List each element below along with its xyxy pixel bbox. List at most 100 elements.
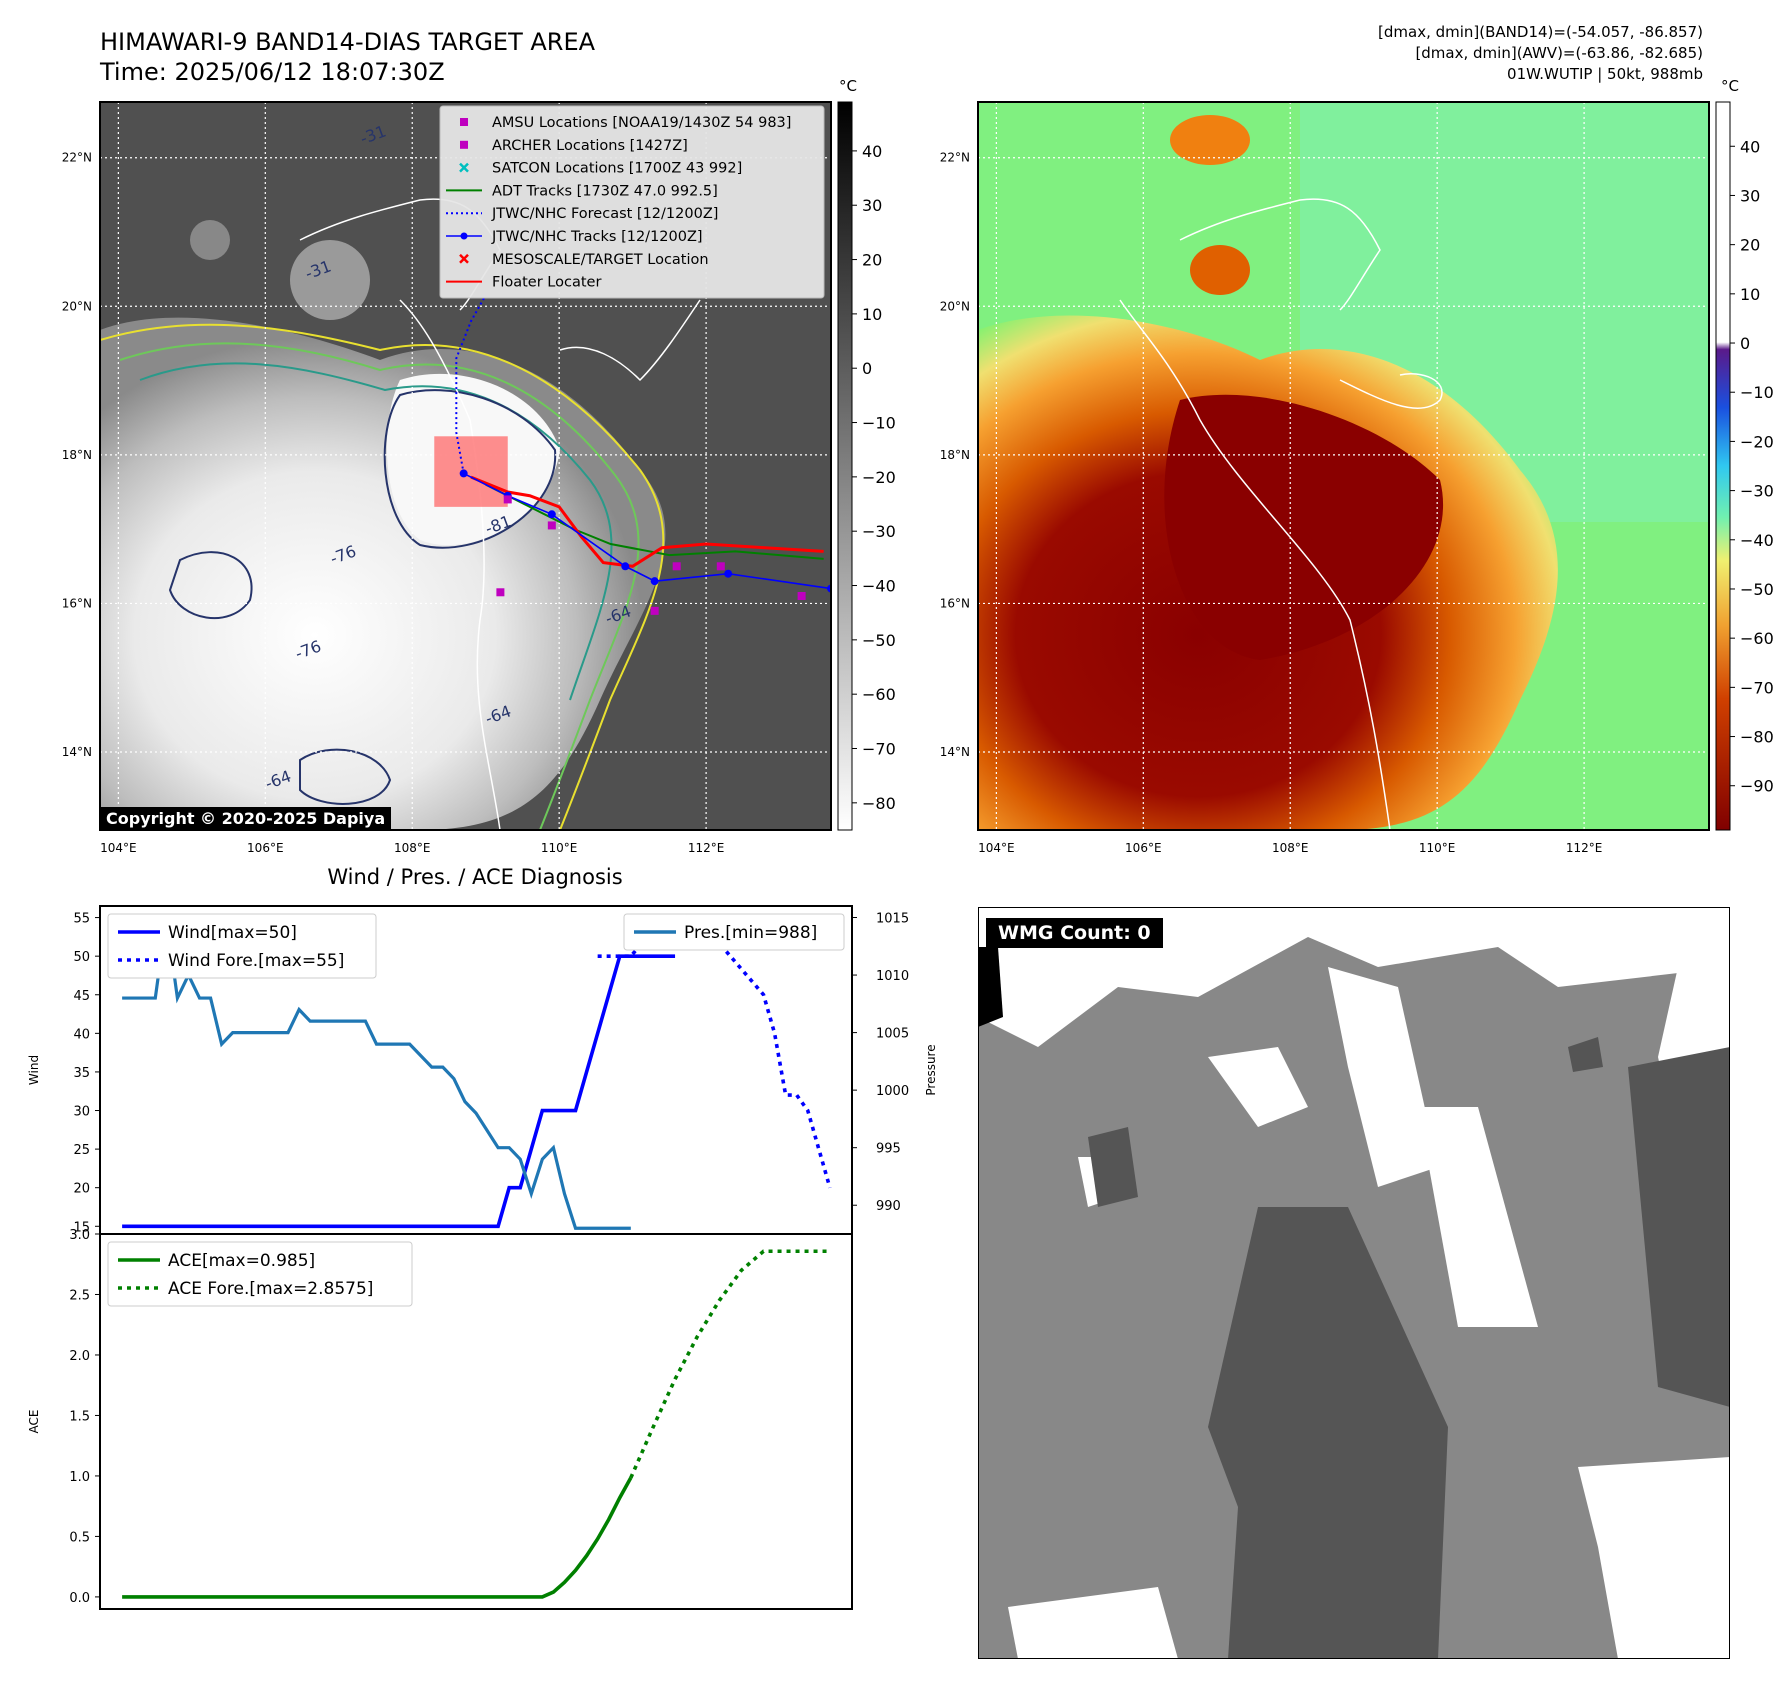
- colorbar-tick-label: −30: [1740, 482, 1774, 501]
- map-lon-tick-label: 110°E: [1419, 841, 1456, 855]
- amsu-location: [672, 562, 681, 571]
- ace-series-line-1: [629, 1249, 830, 1479]
- map-lat-tick-label: 14°N: [940, 745, 970, 759]
- pressure-ytick-label: 990: [876, 1199, 901, 1214]
- legend-label: ADT Tracks [1730Z 47.0 992.5]: [492, 183, 718, 199]
- wind-ytick-label: 20: [73, 1182, 90, 1197]
- diagnosis-chart: 15 20 25 30 35 40 45 50 55 990 995 1000 1005 1010 1015…: [27, 905, 938, 1610]
- chart-legend-label: Wind[max=50]: [168, 923, 297, 943]
- wmg-cell-region: [1208, 1207, 1448, 1659]
- map-lat-tick-label: 14°N: [62, 745, 92, 759]
- colorbar-tick-label: 0: [862, 359, 872, 378]
- legend-marker: [459, 253, 469, 264]
- map-lat-tick-label: 16°N: [62, 596, 92, 610]
- colorbar-tick-label: −80: [862, 794, 896, 813]
- chart-legend-label: ACE Fore.[max=2.8575]: [168, 1279, 373, 1299]
- storm-info-text: 01W.WUTIP | 50kt, 988mb: [1507, 65, 1703, 83]
- ace-ytick-label: 1.5: [69, 1409, 90, 1424]
- map-lon-tick-label: 104°E: [100, 841, 137, 855]
- colorbar-tick-label: 10: [1740, 285, 1760, 304]
- series-line-0: [122, 954, 676, 1229]
- ace-ytick-label: 3.0: [69, 1228, 90, 1243]
- colorbar-tick-label: −20: [1740, 432, 1774, 451]
- colorbar-tick-label: −40: [862, 577, 896, 596]
- wind-ytick-label: 40: [73, 1027, 90, 1042]
- wmg-cell-region: [1418, 1107, 1538, 1327]
- wv-colorbar-unit: °C: [1721, 77, 1739, 95]
- colorbar-tick-label: 30: [862, 196, 882, 215]
- diagnosis-title: Wind / Pres. / ACE Diagnosis: [327, 865, 623, 889]
- adt-track: [485, 483, 824, 560]
- wmg-cell-region: [1008, 1587, 1178, 1659]
- dmax-band14-text: [dmax, dmin](BAND14)=(-54.057, -86.857): [1378, 23, 1703, 41]
- legend-marker: [459, 162, 469, 173]
- colorbar-tick-label: 30: [1740, 186, 1760, 205]
- wmg-panel: [978, 907, 1730, 1659]
- wmg-cell-region: [1568, 1037, 1603, 1072]
- contour-line: [119, 342, 640, 830]
- coastline: [1119, 299, 1391, 830]
- map-lat-tick-label: 22°N: [940, 151, 970, 165]
- wind-ytick-label: 25: [73, 1143, 90, 1158]
- legend-label: Floater Locater: [492, 275, 601, 291]
- ace-ytick-label: 1.0: [69, 1470, 90, 1485]
- map-lon-tick-label: 112°E: [1566, 841, 1603, 855]
- wmg-count-badge: WMG Count: 0: [986, 918, 1163, 948]
- chart-legend-label: Pres.[min=988]: [684, 923, 817, 943]
- wmg-cell-region: [1208, 1047, 1308, 1127]
- ir-cloud-patch: [290, 240, 370, 320]
- wind-ytick-label: 35: [73, 1066, 90, 1081]
- pressure-ytick-label: 1000: [876, 1084, 909, 1099]
- legend-label: AMSU Locations [NOAA19/1430Z 54 983]: [492, 115, 791, 131]
- map-lon-tick-label: 104°E: [978, 841, 1015, 855]
- amsu-location: [547, 521, 556, 530]
- contour-line: [299, 748, 392, 805]
- legend-marker: [460, 140, 468, 149]
- map-lon-tick-label: 110°E: [541, 841, 578, 855]
- colorbar-tick-label: −70: [862, 740, 896, 759]
- wv-core: [1164, 394, 1444, 660]
- pressure-ylabel: Pressure: [924, 1044, 938, 1095]
- map-legend: AMSU Locations [NOAA19/1430Z 54 983] ARCH…: [439, 105, 825, 299]
- colorbar-tick-label: 40: [1740, 137, 1760, 156]
- ace-ytick-label: 2.0: [69, 1349, 90, 1364]
- map-lon-tick-label: 108°E: [1272, 841, 1309, 855]
- wmg-cell-region: [1628, 1047, 1730, 1407]
- colorbar-tick-label: −10: [1740, 383, 1774, 402]
- pressure-ytick-label: 1015: [876, 912, 909, 927]
- chart-legend-label: ACE[max=0.985]: [168, 1251, 315, 1271]
- wv-cloud-patch: [1170, 115, 1250, 165]
- ir-colorbar-unit: °C: [839, 77, 857, 95]
- legend-label: ARCHER Locations [1427Z]: [492, 138, 688, 154]
- jtwc-forecast-track: [455, 294, 487, 474]
- amsu-location: [716, 562, 725, 571]
- colorbar-tick-label: −50: [1740, 580, 1774, 599]
- colorbar-tick-label: −70: [1740, 678, 1774, 697]
- ir-map-panel: 104°E 106°E 108°E 110°E 112°E 22°N 20°N 18°N 16°…: [62, 77, 896, 855]
- wind-ytick-label: 45: [73, 989, 90, 1004]
- colorbar-tick-label: 0: [1740, 334, 1750, 353]
- colorbar-tick-label: −30: [862, 522, 896, 541]
- wmg-cell-region: [1578, 1457, 1730, 1659]
- legend-box: [439, 105, 825, 299]
- coastline: [1179, 198, 1381, 311]
- colorbar-tick-label: −40: [1740, 531, 1774, 550]
- colorbar-tick-label: −20: [862, 468, 896, 487]
- colorbar-tick-label: −90: [1740, 777, 1774, 796]
- colorbar-tick-label: −60: [862, 685, 896, 704]
- chart-legend-box: [623, 913, 845, 951]
- map-lon-tick-label: 108°E: [394, 841, 431, 855]
- series-line-2: [122, 917, 631, 1230]
- target-area-box: [434, 436, 508, 507]
- wmg-cell-region: [1328, 967, 1438, 1187]
- colorbar-tick-label: −10: [862, 414, 896, 433]
- ace-ytick-label: 2.5: [69, 1288, 90, 1303]
- pressure-ytick-label: 1010: [876, 969, 909, 984]
- map-lat-tick-label: 20°N: [62, 299, 92, 313]
- wind-ytick-label: 50: [73, 950, 90, 965]
- chart-legend-label: Wind Fore.[max=55]: [168, 951, 344, 971]
- jtwc-track-point: [621, 562, 630, 571]
- coastline: [1339, 373, 1443, 409]
- colorbar-tick-label: −60: [1740, 629, 1774, 648]
- chart-legend-box: [107, 1241, 413, 1307]
